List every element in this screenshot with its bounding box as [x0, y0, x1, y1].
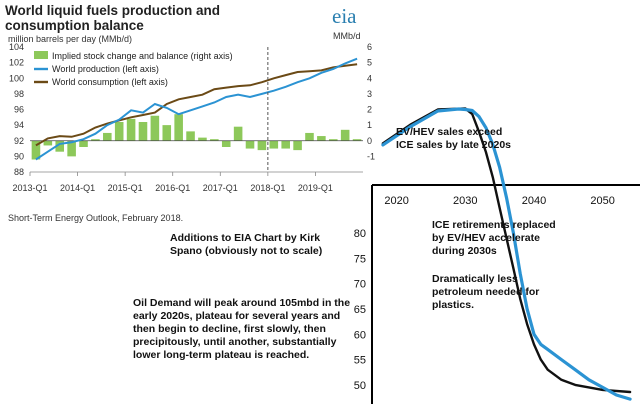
left-axis-tick-label: 100 — [9, 73, 24, 83]
stock-change-bar — [79, 140, 88, 147]
projection-x-tick-label: 2030 — [453, 195, 477, 207]
chart-title: World liquid fuels production and consum… — [5, 3, 220, 33]
stock-change-bar — [269, 140, 279, 149]
annotation-kirk-credit: Additions to EIA Chart by Kirk Spano (ob… — [170, 232, 323, 257]
left-axis-tick-label: 98 — [14, 89, 24, 99]
legend-swatch-stock-change — [34, 51, 48, 59]
stock-change-bar — [91, 139, 100, 141]
right-axis-tick-label: 6 — [367, 42, 372, 52]
right-axis-tick-label: 3 — [367, 89, 372, 99]
stock-change-bar — [281, 140, 290, 149]
annotation-oil-demand: Oil Demand will peak around 105mbd in th… — [133, 297, 351, 361]
world-production-line — [35, 57, 358, 161]
stock-change-bar — [114, 122, 124, 141]
right-axis-tick-label: -1 — [367, 151, 375, 161]
right-axis-tick-label: 1 — [367, 120, 372, 130]
left-axis-tick-label: 88 — [14, 167, 24, 177]
projection-chart: 2020 2030 2040 2050 50 55 60 65 70 75 80 — [354, 107, 640, 404]
projection-y-tick-label: 50 — [354, 380, 366, 392]
stock-change-bar — [150, 115, 160, 141]
legend-label: World production (left axis) — [52, 64, 159, 74]
stock-change-bar — [198, 137, 207, 141]
stock-change-bar — [31, 140, 41, 160]
x-axis-tick-label: 2016-Q1 — [155, 183, 190, 193]
stock-change-bar — [174, 114, 183, 141]
annotation-plastics: Dramatically less petroleum needed for p… — [432, 273, 540, 311]
projection-y-tick-label: 70 — [354, 279, 366, 291]
eia-logo: eia — [332, 4, 357, 28]
legend-label: World consumption (left axis) — [52, 77, 168, 87]
x-axis-tick-label: 2018-Q1 — [250, 183, 285, 193]
left-axis-tick-label: 90 — [14, 151, 24, 161]
projection-x-tick-label: 2040 — [522, 195, 546, 207]
right-axis-tick-label: 0 — [367, 136, 372, 146]
left-axis-tick-label: 92 — [14, 136, 24, 146]
stock-change-bar — [221, 140, 231, 147]
stock-change-bar — [103, 132, 112, 141]
stock-change-bar — [210, 139, 219, 141]
world-consumption-line — [35, 63, 358, 147]
left-axis-tick-label: 104 — [9, 42, 24, 52]
stock-change-bar — [186, 131, 195, 141]
left-axis-unit: million barrels per day (MMb/d) — [8, 34, 133, 44]
projection-x-tick-label: 2020 — [384, 195, 408, 207]
stock-change-bar — [317, 136, 326, 141]
stock-change-bar — [67, 140, 76, 157]
right-axis-tick-label: 5 — [367, 58, 372, 68]
stock-change-bar — [245, 140, 255, 149]
production-projection-line — [381, 107, 632, 401]
projection-y-tick-label: 75 — [354, 253, 366, 265]
x-axis-tick-label: 2014-Q1 — [60, 183, 95, 193]
annotation-ice-retirements: ICE retirements replaced by EV/HEV accel… — [432, 219, 556, 257]
left-axis-tick-label: 96 — [14, 105, 24, 115]
stock-change-bar — [233, 126, 243, 141]
stock-change-bar — [126, 118, 136, 141]
eia-chart: 88 90 92 94 96 98 100 102 104 -1 0 1 2 3 4 5 6 2013-Q1 201… — [9, 42, 375, 193]
x-axis-tick-label: 2015-Q1 — [108, 183, 143, 193]
stock-change-bar — [305, 132, 314, 141]
stock-change-bar — [43, 140, 53, 146]
left-axis-tick-label: 94 — [14, 120, 24, 130]
x-axis-tick-label: 2019-Q1 — [298, 183, 333, 193]
source-note: Short-Term Energy Outlook, February 2018… — [8, 213, 184, 223]
right-axis-unit: MMb/d — [333, 31, 361, 41]
stock-change-bar — [138, 122, 148, 141]
stock-change-bar — [55, 140, 65, 152]
x-axis-tick-label: 2017-Q1 — [203, 183, 238, 193]
stock-change-bar — [257, 140, 267, 151]
stock-change-bar — [162, 125, 172, 141]
stock-change-bar — [352, 139, 362, 141]
projection-y-tick-label: 65 — [354, 304, 366, 316]
right-axis-tick-label: 2 — [367, 105, 372, 115]
projection-y-tick-label: 60 — [354, 329, 366, 341]
x-axis-tick-label: 2013-Q1 — [12, 183, 47, 193]
projection-y-tick-label: 55 — [354, 355, 366, 367]
right-axis-tick-label: 4 — [367, 73, 372, 83]
stock-change-bar — [328, 139, 338, 141]
legend-label: Implied stock change and balance (right … — [52, 51, 233, 61]
left-axis-tick-label: 102 — [9, 58, 24, 68]
projection-y-tick-label: 80 — [354, 228, 366, 240]
stock-change-bar — [293, 140, 302, 151]
projection-x-tick-label: 2050 — [590, 195, 614, 207]
stock-change-bar — [340, 129, 350, 141]
annotation-ev-sales: EV/HEV sales exceed ICE sales by late 20… — [396, 126, 511, 151]
